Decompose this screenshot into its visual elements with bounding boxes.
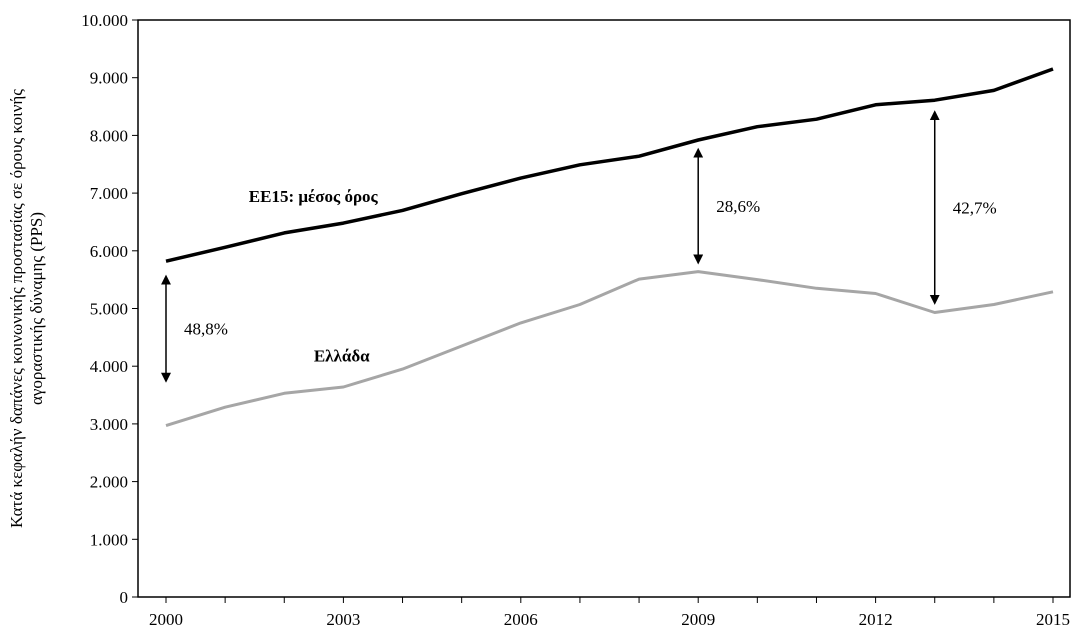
plot-frame (137, 19, 1071, 598)
gap-percentage-label: 48,8% (184, 320, 228, 339)
y-axis-label-line: Κατά κεφαλήν δαπάνες κοινωνικής προστασί… (7, 89, 26, 528)
y-tick-label: 6.000 (90, 242, 128, 261)
y-tick-label: 8.000 (90, 126, 128, 145)
series-label-greece: Ελλάδα (314, 347, 370, 366)
x-tick-label: 2015 (1036, 610, 1070, 629)
y-tick-label: 4.000 (90, 357, 128, 376)
annotations: 48,8% 28,6% 42,7% (161, 110, 997, 383)
y-tick-label: 0 (120, 588, 129, 607)
series-layer: ΕΕ15: μέσος όρος Ελλάδα (165, 67, 1054, 428)
x-tick-label: 2000 (149, 610, 183, 629)
y-tick-label: 2.000 (90, 473, 128, 492)
y-axis-title: Κατά κεφαλήν δαπάνες κοινωνικής προστασί… (7, 89, 46, 528)
x-tick-label: 2009 (681, 610, 715, 629)
y-tick-label: 9.000 (90, 69, 128, 88)
x-tick-label: 2012 (859, 610, 893, 629)
x-tick-label: 2003 (326, 610, 360, 629)
gap-percentage-label: 42,7% (953, 199, 997, 218)
gap-percentage-label: 28,6% (716, 197, 760, 216)
series-label-eu15: ΕΕ15: μέσος όρος (249, 187, 379, 206)
y-tick-label: 3.000 (90, 415, 128, 434)
y-axis: 0 1.000 2.000 3.000 4.000 5.000 6.000 7.000 8.00… (81, 11, 138, 607)
series-line-0 (165, 67, 1054, 263)
y-tick-label: 5.000 (90, 300, 128, 319)
y-axis-label-line: αγοραστικής δύναμης (PPS) (27, 212, 46, 405)
y-tick-label: 10.000 (81, 11, 128, 30)
series-line-1 (165, 270, 1054, 428)
y-tick-label: 1.000 (90, 530, 128, 549)
plot-area-border (137, 19, 1071, 598)
x-tick-label: 2006 (504, 610, 538, 629)
x-axis: 2000 2003 2006 2009 2012 2015 (149, 597, 1070, 629)
y-tick-label: 7.000 (90, 184, 128, 203)
